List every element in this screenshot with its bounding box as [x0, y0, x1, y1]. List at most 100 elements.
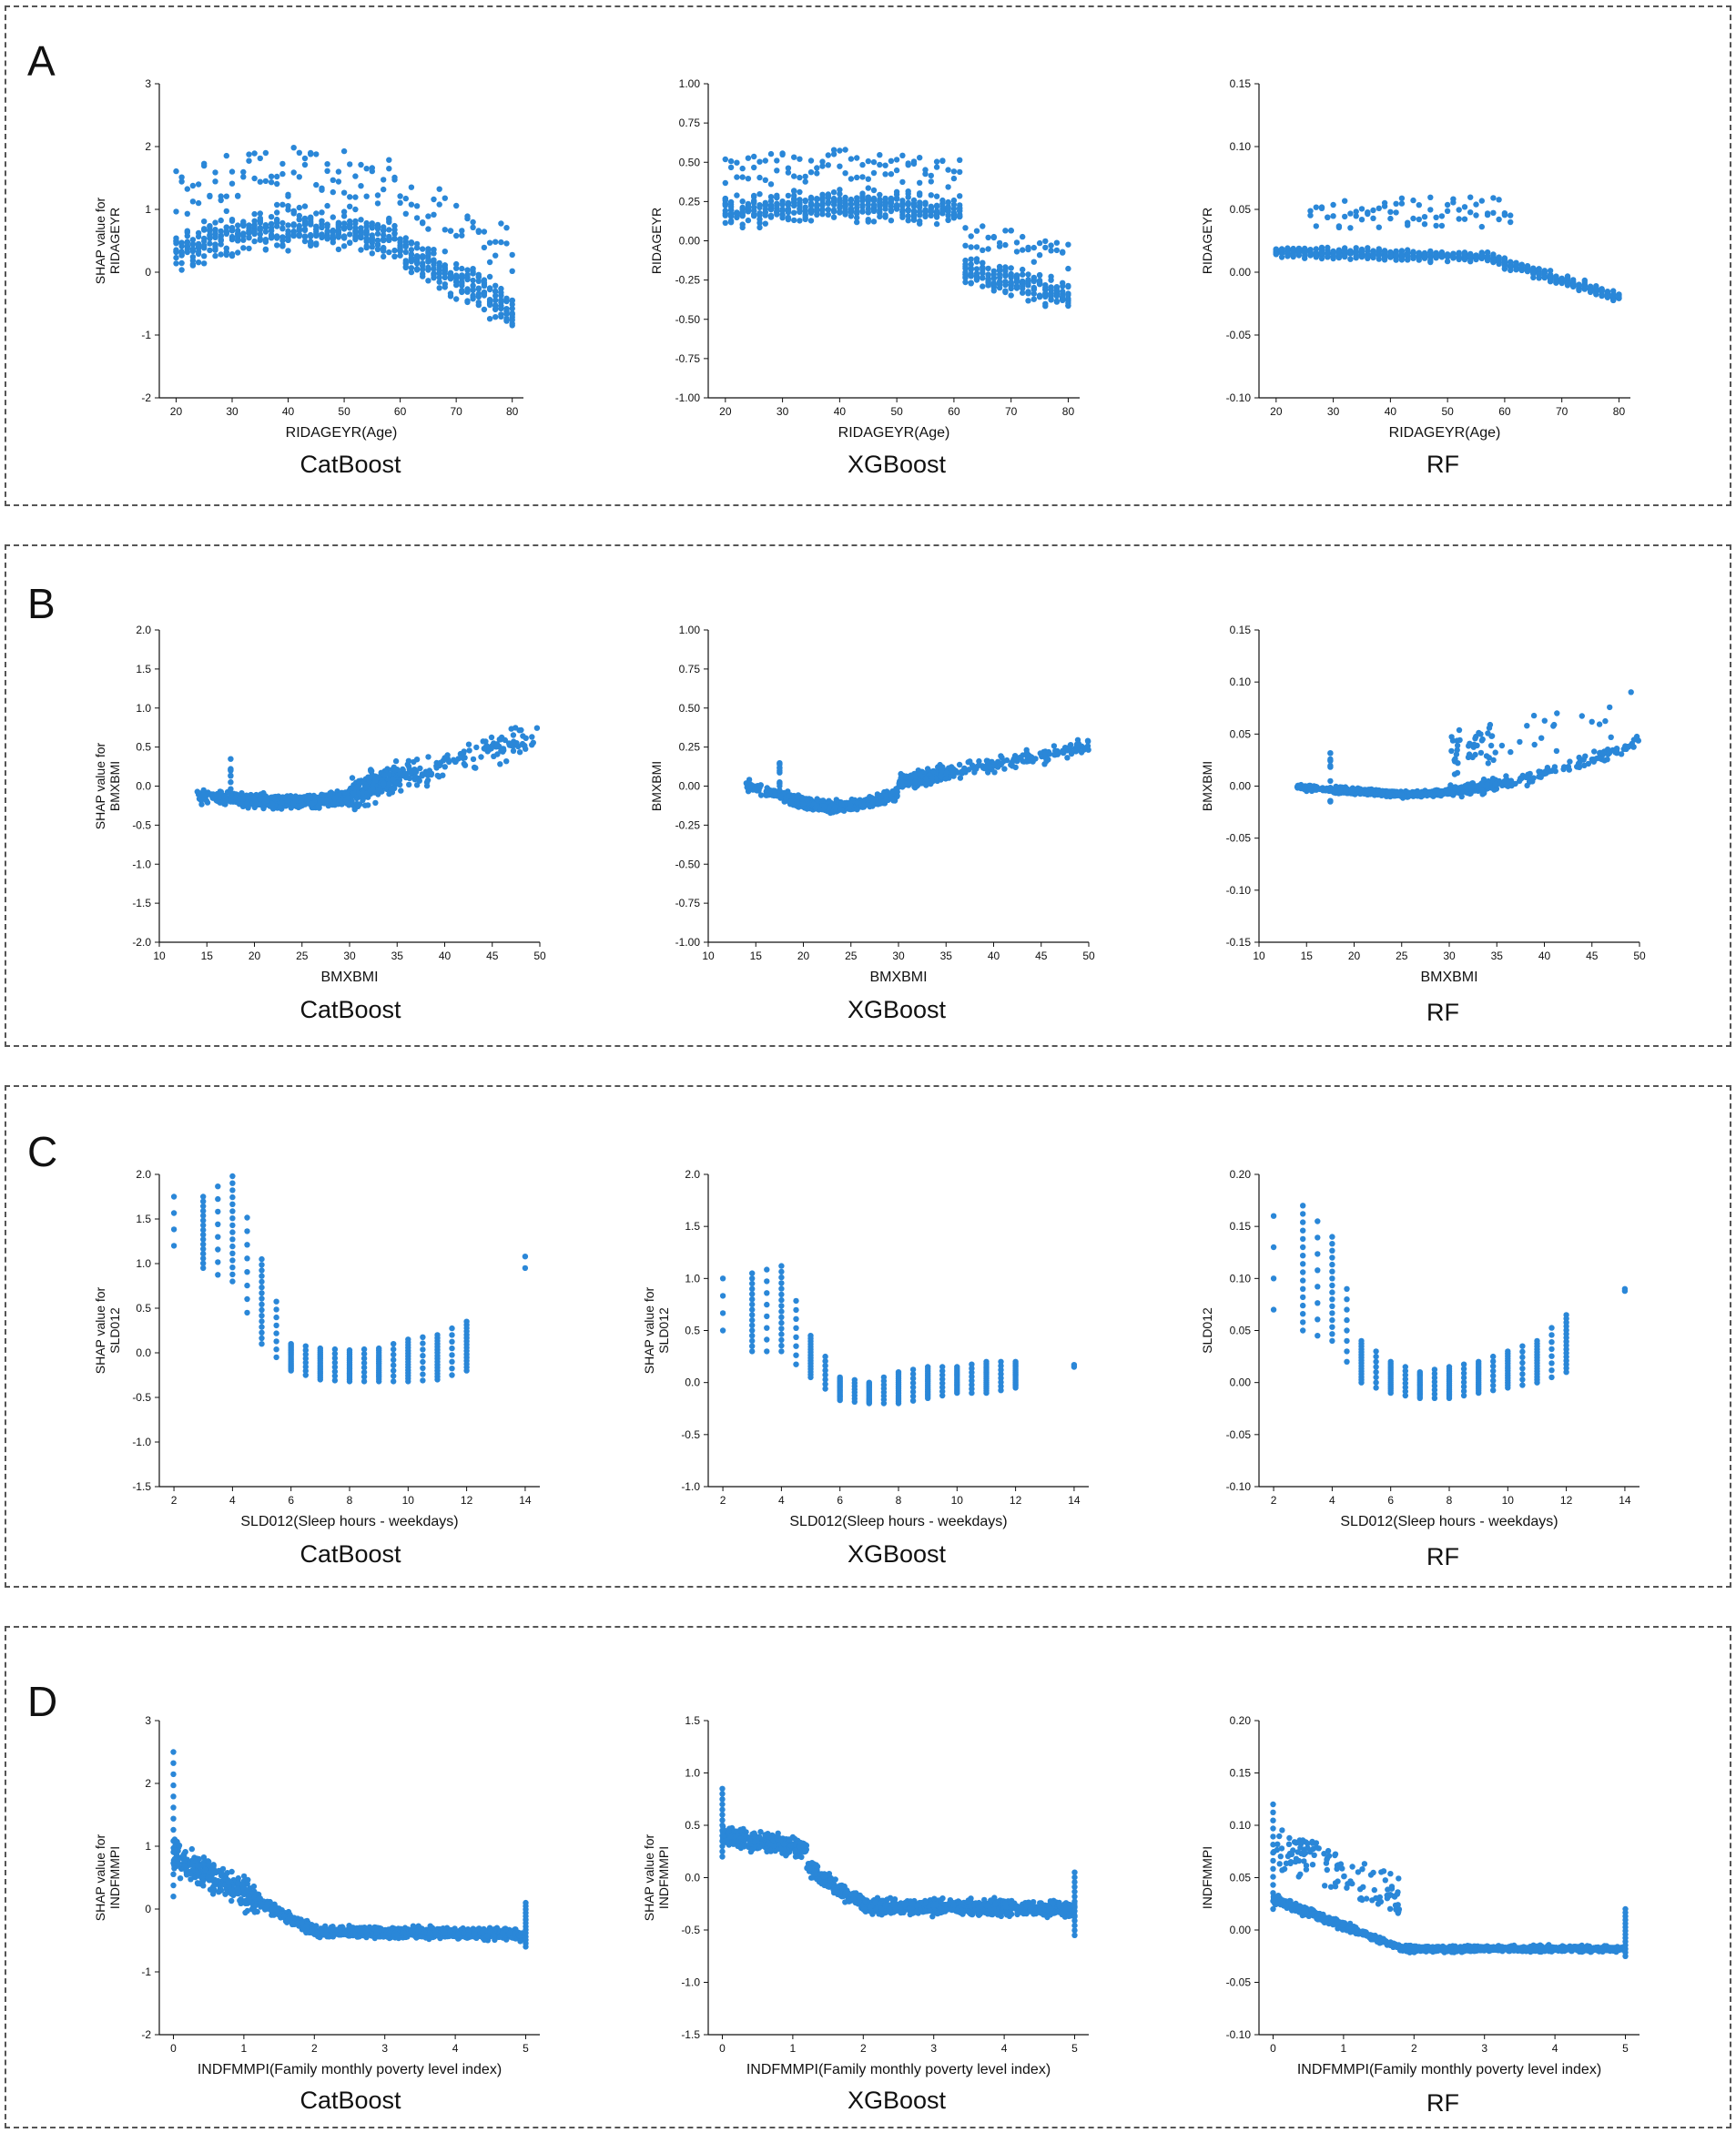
scatter-point: [950, 209, 958, 217]
scatter-point: [184, 210, 190, 217]
scatter-point: [486, 316, 493, 322]
scatter-point: [1048, 248, 1054, 254]
y-axis-label: BMXBMI: [107, 761, 122, 811]
scatter-point: [313, 240, 320, 247]
scatter-point: [189, 258, 197, 264]
scatter-point: [842, 206, 848, 213]
scatter-point: [486, 297, 493, 303]
scatter-point: [928, 172, 934, 179]
scatter-point: [271, 796, 279, 802]
scatter-point: [369, 244, 375, 250]
scatter-point: [865, 196, 871, 203]
scatter-point: [274, 233, 280, 240]
scatter-point: [381, 772, 388, 778]
scatter-point: [296, 231, 302, 238]
scatter-point: [493, 741, 501, 747]
scatter-point: [1444, 251, 1451, 259]
scatter-point: [201, 218, 208, 225]
scatter-point: [962, 769, 969, 776]
scatter-point: [262, 229, 269, 235]
x-axis-label: BMXBMI: [320, 970, 378, 985]
scatter-point: [390, 776, 396, 783]
scatter-point: [1496, 197, 1502, 203]
scatter-point: [1381, 249, 1388, 255]
scatter-point: [324, 228, 330, 235]
scatter-point: [1020, 278, 1026, 285]
scatter-point: [1025, 246, 1031, 253]
scatter-point: [279, 201, 286, 208]
scatter-point: [1541, 717, 1548, 724]
scatter-point: [1490, 259, 1497, 266]
scatter-point: [1065, 302, 1071, 310]
scatter-point: [246, 157, 252, 164]
scatter-point: [825, 211, 831, 218]
scatter-point: [1554, 710, 1560, 716]
scatter-point: [1009, 760, 1015, 767]
panel-letter-a: A: [27, 37, 56, 85]
scatter-point: [453, 260, 460, 268]
scatter-point: [774, 202, 780, 209]
scatter-point: [1048, 242, 1054, 249]
scatter-point: [807, 169, 815, 176]
scatter-point: [1290, 248, 1296, 254]
scatter-point: [1381, 253, 1388, 260]
scatter-point: [1393, 209, 1399, 216]
scatter-point: [1353, 213, 1359, 219]
scatter-point: [313, 226, 320, 233]
scatter-point: [279, 243, 286, 249]
scatter-point: [1358, 249, 1365, 255]
scatter-point: [1473, 256, 1479, 263]
scatter-point: [372, 799, 379, 807]
scatter-point: [980, 269, 986, 277]
scatter-point: [358, 217, 364, 223]
scatter-point: [386, 780, 392, 787]
scatter-point: [962, 269, 969, 276]
scatter-point: [207, 240, 213, 247]
scatter-point: [779, 207, 786, 214]
panel-a: [5, 5, 1731, 506]
scatter-point: [516, 749, 523, 756]
scatter-point: [279, 799, 285, 806]
scatter-point: [870, 169, 878, 177]
scatter-point: [402, 249, 409, 256]
scatter-point: [1065, 241, 1071, 248]
scatter-point: [734, 174, 740, 180]
y-tick-label: 0: [145, 266, 151, 279]
scatter-point: [1365, 252, 1371, 259]
scatter-point: [218, 228, 224, 235]
y-tick-label: 1.00: [679, 624, 701, 636]
scatter-point: [950, 197, 958, 204]
scatter-point: [1065, 298, 1071, 304]
scatter-point: [189, 237, 197, 243]
scatter-point: [1524, 264, 1531, 270]
scatter-point: [1325, 244, 1331, 251]
scatter-point: [386, 217, 392, 223]
scatter-point: [1043, 755, 1050, 761]
scatter-point: [274, 180, 280, 188]
scatter-point: [470, 218, 476, 226]
scatter-point: [1053, 299, 1061, 305]
scatter-point: [195, 229, 202, 237]
scatter-point: [296, 204, 302, 211]
x-tick-label: 80: [1613, 405, 1626, 418]
scatter-point: [905, 194, 911, 200]
scatter-point: [411, 758, 417, 766]
model-label-a-xgboost: XGBoost: [847, 451, 947, 478]
scatter-point: [1410, 215, 1416, 222]
scatter-point: [917, 192, 923, 198]
scatter-point: [772, 792, 778, 798]
scatter-point: [1387, 249, 1394, 256]
scatter-point: [285, 191, 291, 198]
x-tick-label: 40: [1385, 405, 1397, 418]
scatter-point: [447, 274, 454, 280]
scatter-point: [425, 278, 431, 284]
scatter-point: [340, 226, 348, 232]
scatter-point: [945, 217, 951, 224]
scatter-point: [189, 246, 197, 252]
scatter-point: [1456, 207, 1462, 213]
scatter-point: [1461, 204, 1468, 210]
scatter-point: [854, 218, 860, 226]
scatter-point: [363, 237, 370, 243]
scatter-point: [865, 217, 871, 223]
scatter-point: [279, 219, 286, 227]
